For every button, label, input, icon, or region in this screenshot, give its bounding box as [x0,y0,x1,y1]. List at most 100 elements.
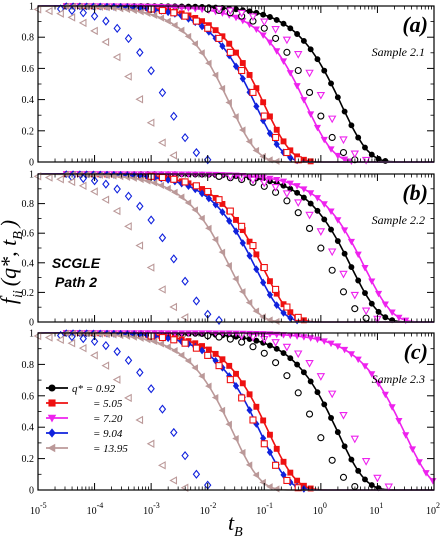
theory-point [266,156,273,164]
theory-point [253,337,260,344]
y-tick-label: 0.2 [22,288,35,299]
y-axis-title: fii (q*, tB) [0,220,26,304]
legend-label: = 9.04 [93,428,123,440]
simulation-point [328,133,336,142]
x-tick-label: 101 [369,501,383,517]
legend-label: = 5.05 [93,398,123,410]
theory-point [266,113,273,120]
theory-point [307,335,315,342]
simulation-point [102,16,110,26]
theory-point [205,382,212,390]
theory-point [422,470,430,477]
theory-point [293,333,301,340]
simulation-point [339,148,348,157]
simulation-point [237,9,246,18]
simulation-point [305,69,314,78]
x-axis-title-base: t [228,510,235,535]
theory-point [226,40,233,47]
theory-point [347,351,355,358]
theory-point [374,380,383,388]
simulation-point [147,215,155,225]
theory-point [280,350,287,356]
theory-point [239,60,246,66]
simulation-point [249,88,257,96]
x-tick-label: 10-4 [87,501,104,517]
simulation-point [124,393,132,403]
panel-a: 0 0.2 0.4 0.6 0.8 1 (a) Sample 2.1 [22,2,435,169]
theory-point [266,316,273,324]
theory-point [198,22,206,31]
simulation-point [68,5,76,16]
theory-point [150,11,158,20]
simulation-point [248,333,258,342]
theory-point [355,134,362,141]
y-tick-label: 0.6 [22,229,35,240]
simulation-point [305,359,314,368]
simulation-point [102,340,110,351]
theory-point [164,343,171,351]
theory-point [273,48,281,55]
theory-point [320,338,328,345]
simulation-point [90,351,98,360]
theory-point [327,146,335,153]
theory-point [321,401,328,408]
x-axis-title: tB [228,510,243,540]
simulation-point [260,264,268,272]
theory-point [266,175,274,183]
theory-point [313,124,322,132]
theory-point [287,25,294,32]
simulation-point [158,333,167,342]
theory-point [239,448,246,457]
simulation-point [294,209,302,217]
theory-point [205,346,212,353]
simulation-point [226,207,234,215]
theory-point [286,180,294,188]
theory-point [260,11,267,18]
theory-point [110,4,117,12]
simulation-point [78,343,87,353]
simulation-point [248,176,258,185]
theory-point [341,156,349,164]
simulation-point [158,6,167,15]
panel-tag: (c) [404,339,428,364]
simulation-point [112,375,121,384]
simulation-point [90,26,98,36]
simulation-point [283,197,291,205]
theory-point [355,277,362,284]
simulation-point [204,24,212,32]
simulation-point [146,263,155,272]
panel-c: 0 0.2 0.4 0.6 0.8 1 (c) Sample 2.3 [22,329,437,497]
simulation-point [56,9,64,18]
theory-point [266,290,274,299]
theory-point [368,151,375,158]
y-tick-label: 0 [29,486,34,497]
y-tick-label: 1 [29,329,34,340]
theory-point [171,188,178,196]
simulation-point [328,456,336,464]
theory-point [321,216,328,223]
theory-point [402,432,410,439]
simulation-point [305,224,314,232]
theory-point [191,206,198,214]
theory-point [246,72,253,78]
theory-point [218,84,226,92]
theory-point [348,264,355,271]
simulation-point [170,9,178,17]
theory-point [205,194,212,203]
theory-point [273,301,280,310]
y-axis-title-close: ) [0,220,21,229]
theory-point [368,371,376,378]
theory-point [273,126,280,133]
simulation-point [147,66,155,76]
theory-point [232,113,239,121]
simulation-point [181,276,189,286]
simulation-point [56,175,64,184]
theory-point [347,238,355,246]
theory-point [334,152,342,160]
simulation-point [146,118,155,127]
simulation-point [362,314,370,322]
theory-point [212,350,219,357]
simulation-point [136,367,144,378]
simulation-point [158,285,166,294]
simulation-point [271,26,280,34]
